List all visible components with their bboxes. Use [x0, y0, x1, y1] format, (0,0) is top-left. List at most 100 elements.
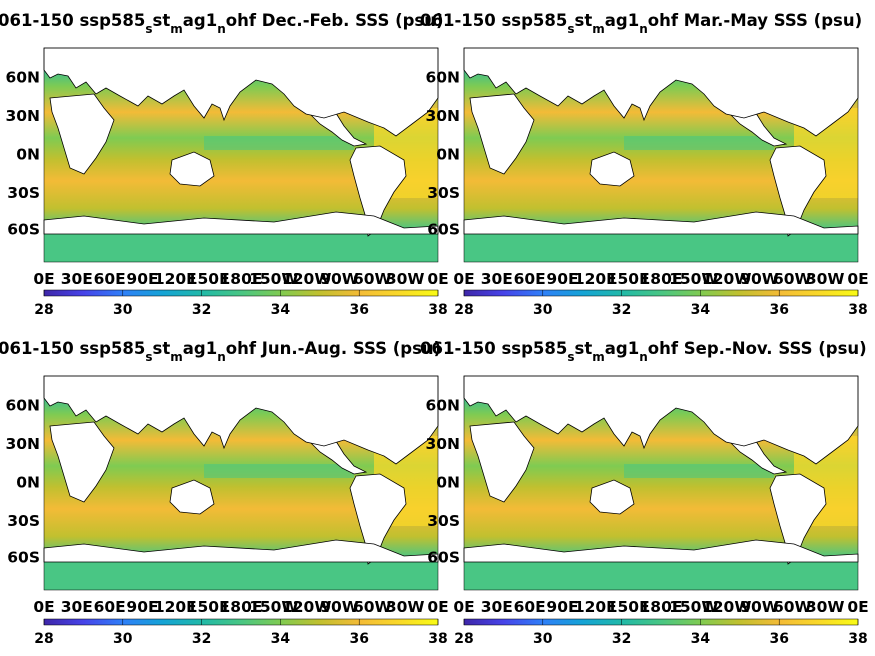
x-tick-label: 120E — [574, 270, 617, 288]
y-tick-label: 0N — [16, 146, 40, 164]
map-frame — [43, 47, 439, 263]
colorbar — [463, 618, 859, 626]
colorbar-tick-label: 36 — [769, 302, 788, 318]
colorbar — [463, 289, 859, 297]
x-tick-label: 120W — [282, 598, 331, 616]
colorbar-tick-label: 32 — [192, 302, 211, 318]
x-tick-label: 120W — [702, 270, 751, 288]
title-part-mid1: st — [575, 339, 593, 358]
x-tick-label: 120W — [282, 270, 331, 288]
map-panel-4: 061-150 ssp585sstmag1nohf Sep.-Nov. SSS … — [420, 339, 869, 647]
title-part-pre: 061-150 ssp585 — [0, 11, 145, 30]
colorbar-tick-label: 38 — [428, 302, 447, 318]
y-tick-label: 30N — [425, 435, 460, 453]
x-tick-label: 30W — [386, 270, 425, 288]
x-tick-label: 150E — [187, 270, 230, 288]
y-tick-label: 60S — [7, 220, 40, 238]
x-tick-label: 150E — [607, 598, 650, 616]
x-tick-label: 180E — [640, 598, 683, 616]
y-tick-label: 60N — [5, 69, 40, 87]
x-tick-label: 150W — [249, 598, 298, 616]
y-tick-label: 30S — [427, 184, 460, 202]
map-panel-2: 061-150 ssp585sstmag1nohf Mar.-May SSS (… — [420, 11, 869, 318]
itcz-fresh-band — [624, 136, 774, 150]
x-tick-label: 180E — [220, 270, 263, 288]
x-tick-label: 90E — [546, 270, 578, 288]
title-part-sub1: s — [145, 22, 152, 36]
y-tick-label: 30S — [427, 512, 460, 530]
colorbar-tick-label: 34 — [271, 302, 291, 318]
x-tick-label: 0E — [453, 270, 474, 288]
x-tick-label: 60W — [353, 270, 392, 288]
x-tick-label: 150E — [607, 270, 650, 288]
y-tick-label: 30S — [7, 184, 40, 202]
y-tick-label: 30N — [425, 107, 460, 125]
x-tick-label: 30E — [481, 598, 513, 616]
y-tick-label: 0N — [436, 474, 460, 492]
title-part-mid1: st — [153, 339, 171, 358]
title-part-post: ohf Mar.-May SSS (psu) — [648, 11, 862, 30]
title-part-sub2: m — [592, 350, 605, 364]
x-tick-label: 60E — [514, 598, 546, 616]
x-tick-label: 30W — [806, 598, 845, 616]
colorbar-tick-label: 30 — [533, 302, 553, 318]
x-tick-label: 90E — [126, 598, 158, 616]
colorbar-tick-label: 32 — [612, 302, 631, 318]
x-tick-label: 120E — [574, 598, 617, 616]
x-tick-label: 60W — [353, 598, 392, 616]
title-part-mid2: ag1 — [183, 11, 217, 30]
panel-title: 061-150 ssp585sstmag1nohf Dec.-Feb. SSS … — [0, 11, 444, 36]
colorbar-tick-label: 38 — [848, 631, 867, 647]
x-tick-label: 90W — [320, 270, 359, 288]
x-tick-label: 90E — [126, 270, 158, 288]
x-tick-label: 150W — [669, 270, 718, 288]
y-tick-label: 30N — [5, 435, 40, 453]
colorbar-tick-label: 36 — [349, 302, 368, 318]
title-part-sub3: n — [639, 350, 648, 364]
x-tick-label: 30E — [61, 598, 93, 616]
x-tick-label: 60W — [773, 270, 812, 288]
colorbar-tick-label: 28 — [454, 631, 473, 647]
map-frame — [463, 375, 859, 591]
x-tick-label: 30W — [806, 270, 845, 288]
x-tick-label: 180E — [220, 598, 263, 616]
y-tick-label: 60N — [425, 69, 460, 87]
colorbar-tick-label: 30 — [113, 631, 133, 647]
title-part-sub2: m — [170, 22, 183, 36]
y-tick-label: 0N — [436, 146, 460, 164]
panel-title: 061-150 ssp585sstmag1nohf Mar.-May SSS (… — [420, 11, 862, 36]
title-part-mid2: ag1 — [605, 11, 639, 30]
title-part-sub3: n — [639, 22, 648, 36]
colorbar-tick-label: 38 — [428, 631, 447, 647]
x-tick-label: 180E — [640, 270, 683, 288]
itcz-fresh-band — [624, 464, 774, 478]
title-part-sub2: m — [592, 22, 605, 36]
map-panel-3: 061-150 ssp585sstmag1nohf Jun.-Aug. SSS … — [0, 339, 449, 647]
y-tick-label: 60N — [425, 397, 460, 415]
x-tick-label: 0E — [33, 598, 54, 616]
colorbar — [43, 618, 439, 626]
colorbar-tick-label: 34 — [271, 631, 291, 647]
colorbar — [43, 289, 439, 297]
y-tick-label: 30S — [7, 512, 40, 530]
colorbar-tick-label: 30 — [533, 631, 553, 647]
x-tick-label: 30W — [386, 598, 425, 616]
x-tick-label: 150W — [669, 598, 718, 616]
x-tick-label: 90E — [546, 598, 578, 616]
x-tick-label: 0E — [847, 270, 868, 288]
panel-title: 061-150 ssp585sstmag1nohf Sep.-Nov. SSS … — [420, 339, 867, 364]
y-tick-label: 60N — [5, 397, 40, 415]
colorbar-tick-label: 34 — [691, 631, 711, 647]
colorbar-tick-label: 28 — [454, 302, 473, 318]
x-tick-label: 30E — [481, 270, 513, 288]
itcz-fresh-band — [204, 136, 354, 150]
title-part-sub3: n — [217, 350, 226, 364]
y-tick-label: 60S — [427, 548, 460, 566]
colorbar-tick-label: 30 — [113, 302, 133, 318]
y-tick-label: 60S — [7, 548, 40, 566]
title-part-pre: 061-150 ssp585 — [420, 11, 567, 30]
colorbar-tick-label: 28 — [34, 302, 53, 318]
itcz-fresh-band — [204, 464, 354, 478]
x-tick-label: 150W — [249, 270, 298, 288]
